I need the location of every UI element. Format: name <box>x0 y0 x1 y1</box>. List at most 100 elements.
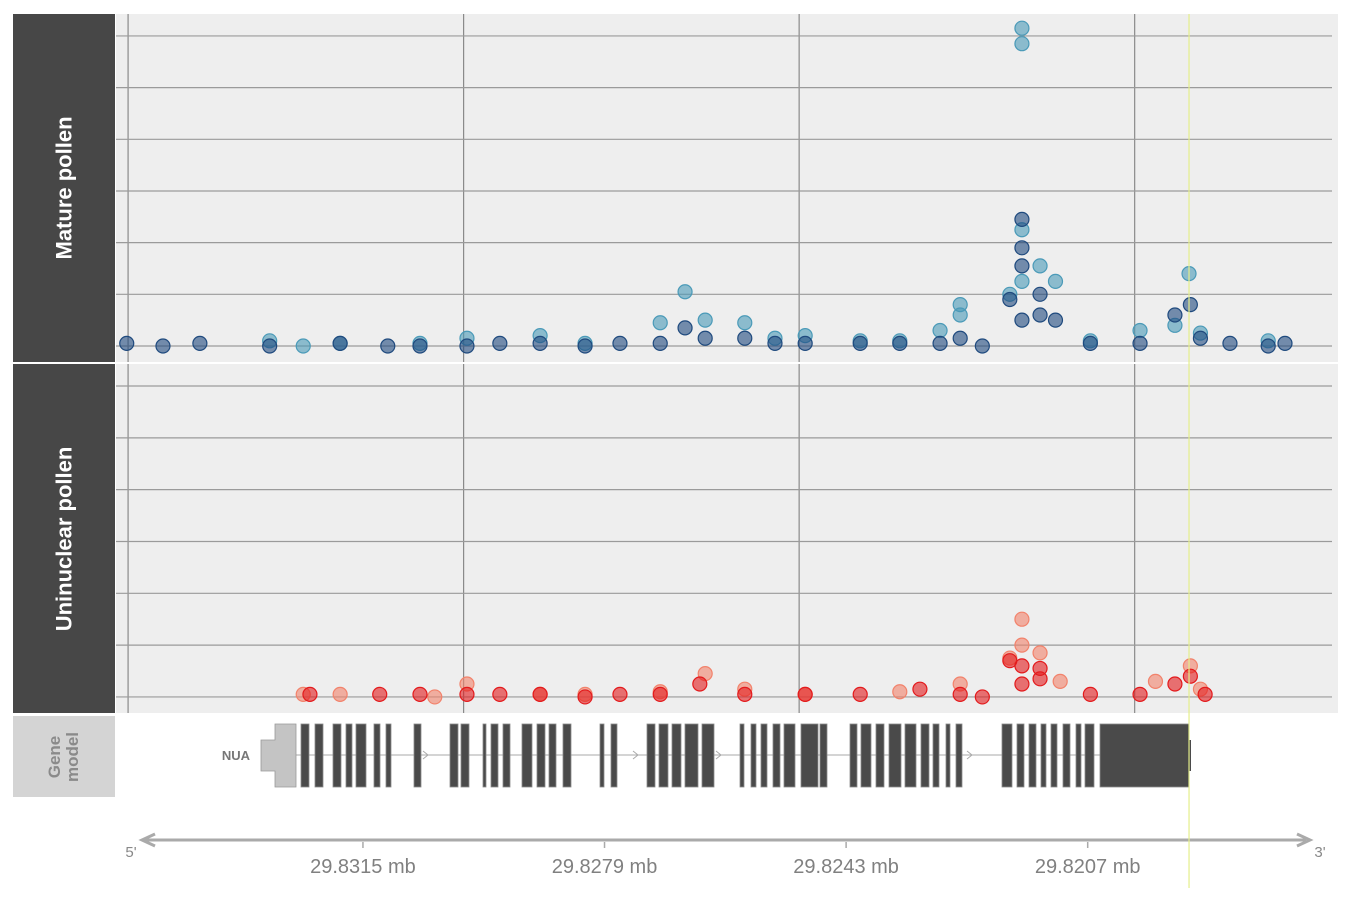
data-point <box>1014 658 1030 674</box>
data-point <box>1014 611 1030 627</box>
data-point <box>1014 273 1030 289</box>
data-point <box>1014 676 1030 692</box>
exon <box>750 723 757 788</box>
data-point <box>1082 686 1098 702</box>
exon <box>385 723 392 788</box>
data-point <box>1182 668 1198 684</box>
data-point <box>372 686 388 702</box>
data-point <box>192 335 208 351</box>
data-point <box>427 689 443 705</box>
x-tick-label: 29.8279 mb <box>552 856 658 878</box>
data-point <box>532 686 548 702</box>
exon <box>671 723 682 788</box>
exon <box>819 723 828 788</box>
data-point <box>1014 20 1030 36</box>
data-point <box>1222 335 1238 351</box>
data-point <box>1032 286 1048 302</box>
exon <box>920 723 930 788</box>
data-point <box>952 307 968 323</box>
data-point <box>492 686 508 702</box>
data-point <box>262 338 278 354</box>
data-point <box>1014 211 1030 227</box>
data-point <box>677 320 693 336</box>
data-point <box>767 335 783 351</box>
data-point <box>1032 258 1048 274</box>
exon <box>1001 723 1013 788</box>
exon <box>739 723 745 788</box>
data-point <box>952 330 968 346</box>
data-point <box>1192 330 1209 346</box>
exon <box>800 723 819 788</box>
exon <box>888 723 902 788</box>
data-point <box>1014 240 1030 256</box>
exon <box>1062 723 1071 788</box>
data-point <box>612 686 628 702</box>
exon <box>701 723 715 788</box>
data-point <box>852 686 868 702</box>
data-point <box>697 312 713 328</box>
exon <box>772 723 781 788</box>
data-point <box>974 338 990 354</box>
data-point <box>577 689 593 705</box>
exon <box>314 723 324 788</box>
exon <box>490 723 499 788</box>
data-point <box>332 686 348 702</box>
data-point <box>797 335 813 351</box>
data-point <box>1132 686 1148 702</box>
data-point <box>119 335 135 351</box>
panel-label: Mature pollen <box>51 116 77 260</box>
data-point <box>932 322 948 339</box>
data-point <box>797 686 813 702</box>
data-point <box>1032 671 1048 687</box>
exon <box>904 723 917 788</box>
exon <box>849 723 858 788</box>
x-tick-label: 29.8243 mb <box>793 856 899 878</box>
data-point <box>1047 312 1064 328</box>
exon <box>760 723 768 788</box>
data-point <box>1014 36 1030 52</box>
panel-background <box>116 14 1338 362</box>
exon <box>460 723 470 788</box>
exon <box>875 723 885 788</box>
exon <box>373 723 381 788</box>
data-point <box>1197 686 1213 702</box>
data-point <box>1002 291 1018 308</box>
exon <box>1084 723 1095 788</box>
panel-background <box>116 364 1338 713</box>
data-point <box>677 284 693 300</box>
exon <box>502 723 511 788</box>
data-point <box>737 315 753 331</box>
data-point <box>1047 273 1064 289</box>
data-point <box>1014 258 1030 274</box>
data-point <box>1014 312 1030 328</box>
data-point <box>492 335 508 351</box>
data-point <box>412 686 428 702</box>
exon <box>684 723 699 788</box>
data-point <box>652 686 668 702</box>
exon <box>345 723 353 788</box>
track-label: Gene model <box>45 731 82 782</box>
data-point <box>1167 307 1183 323</box>
data-point <box>1132 335 1148 351</box>
data-point <box>932 335 948 351</box>
data-point <box>692 676 708 692</box>
exon <box>300 723 310 788</box>
exon <box>1050 723 1058 788</box>
data-point <box>612 335 628 351</box>
exon <box>355 723 367 788</box>
data-point <box>737 686 753 702</box>
axis-arrow <box>1296 832 1314 848</box>
data-point <box>295 338 311 354</box>
data-point <box>412 338 428 354</box>
data-point <box>1052 673 1068 689</box>
exon <box>1016 723 1025 788</box>
data-point <box>459 686 475 702</box>
data-point <box>892 684 908 700</box>
utr <box>260 723 297 788</box>
data-point <box>1260 338 1276 354</box>
data-point <box>155 338 171 354</box>
axis-end-label: 5' <box>125 844 136 861</box>
exon <box>658 723 669 788</box>
data-point <box>1032 307 1048 323</box>
